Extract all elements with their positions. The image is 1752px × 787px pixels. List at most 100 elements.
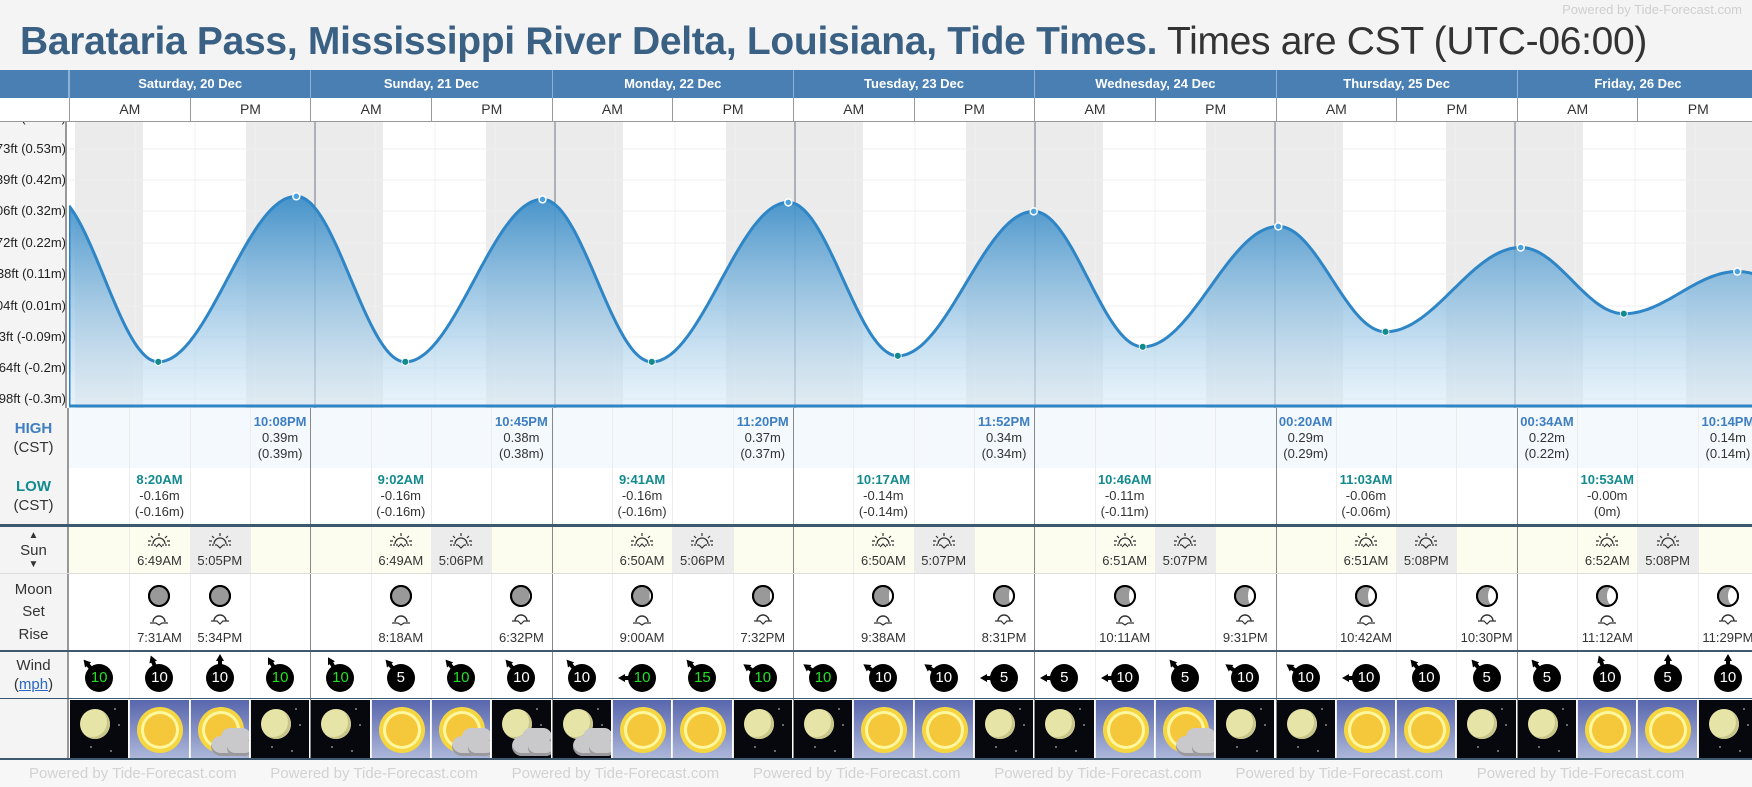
wind-arrow-icon: 5 — [1528, 657, 1562, 693]
mph-unit-link[interactable]: mph — [18, 676, 49, 693]
cell-divider — [370, 408, 372, 468]
wind-speed: 10 — [1412, 664, 1441, 692]
wind-entry: 5 — [1155, 652, 1215, 698]
moonset-icon — [390, 612, 412, 630]
wind-entry: 10 — [853, 652, 913, 698]
moon-event: 5:34PM — [190, 574, 250, 650]
day-header: Wednesday, 24 Dec — [1034, 70, 1275, 98]
footer-watermark: Powered by Tide-Forecast.com — [752, 765, 961, 782]
cell-divider — [732, 652, 734, 698]
wind-arrow-icon: 10 — [264, 655, 295, 693]
low-height: -0.16m — [621, 488, 663, 503]
day-header-row: Saturday, 20 Dec Sunday, 21 Dec Monday, 22… — [0, 70, 1752, 98]
sunset-icon — [1413, 531, 1439, 553]
cell-divider — [129, 408, 131, 468]
low-tide-entry: 11:03AM -0.06m (-0.06m) — [1336, 468, 1396, 524]
wind-speed: 10 — [266, 664, 295, 692]
high-height-alt: (0.22m) — [1524, 446, 1570, 461]
low-tide-entry: 9:41AM -0.16m (-0.16m) — [612, 468, 672, 524]
weather-moon-icon — [1276, 700, 1335, 758]
sunrise-icon — [1594, 531, 1620, 553]
cell-divider — [853, 408, 855, 468]
low-height-alt: (-0.16m) — [617, 504, 667, 519]
sunrise-time: 6:49AM — [137, 553, 182, 568]
cell-divider — [1154, 652, 1156, 698]
low-height: -0.16m — [139, 488, 180, 503]
footer: Powered by Tide-Forecast.com Powered by T… — [0, 760, 1752, 787]
cell-divider — [973, 468, 975, 524]
cell-divider — [1154, 574, 1156, 650]
star — [359, 724, 362, 726]
ampm-label: PM — [1637, 98, 1752, 121]
cell-divider — [189, 468, 191, 524]
cell-divider — [853, 468, 855, 524]
wind-arrow-icon: 5 — [382, 657, 416, 693]
cell-divider — [1396, 652, 1398, 698]
weather-moon-icon — [733, 700, 792, 758]
wind-arrow-icon: 10 — [740, 660, 778, 693]
low-tide-entry: 8:20AM -0.16m (-0.16m) — [129, 468, 189, 524]
day-divider — [310, 468, 312, 524]
high-height-alt: (0.14m) — [1705, 446, 1751, 461]
cell-divider — [1094, 468, 1096, 524]
sunset-time: 5:06PM — [438, 553, 484, 568]
cell-divider — [611, 652, 613, 698]
wind-speed: 5 — [1171, 664, 1199, 692]
star — [1501, 708, 1504, 710]
wind-entry: 10 — [190, 652, 250, 698]
wind-entry: 10 — [491, 652, 551, 698]
high-time: 10:14PM — [1701, 414, 1752, 429]
day-divider — [551, 652, 553, 698]
day-divider — [1275, 527, 1277, 573]
low-tide-entry: 10:17AM -0.14m (-0.14m) — [853, 468, 913, 524]
low-time: 10:46AM — [1097, 472, 1152, 487]
star — [1718, 746, 1721, 748]
wind-entry: 10 — [310, 652, 370, 698]
day-divider — [792, 468, 794, 524]
star — [1565, 724, 1568, 726]
day-divider — [1516, 699, 1518, 758]
star — [1079, 708, 1082, 710]
cell-divider — [732, 468, 734, 524]
cell-divider — [611, 408, 613, 468]
ampm-corner — [0, 98, 69, 121]
star — [596, 708, 599, 710]
moon-event: 9:31PM — [1215, 574, 1275, 650]
star — [1746, 724, 1749, 726]
high-height: 0.14m — [1709, 430, 1746, 445]
wind-speed: 10 — [1110, 664, 1139, 692]
cell-divider — [249, 699, 251, 758]
y-axis-label: 1.06ft (0.32m) — [0, 203, 66, 218]
wind-entry: 5 — [1637, 652, 1697, 698]
star — [118, 724, 120, 726]
weather-sun-icon — [130, 700, 189, 758]
star — [270, 746, 273, 748]
ampm-label: AM — [1516, 98, 1638, 121]
wind-entry: 5 — [974, 652, 1034, 698]
y-axis: 2.07ft (0.63m) 1.73ft (0.53m) 1.39ft (0.42… — [0, 122, 67, 408]
weather-sun-icon — [612, 700, 672, 758]
high-tide-entry: 10:14PM 0.14m (0.14m) — [1698, 408, 1752, 468]
tide-chart-svg — [69, 122, 1752, 408]
sunrise-entry: 6:49AM — [129, 527, 189, 573]
star — [841, 724, 844, 726]
low-tide-point — [1381, 327, 1390, 336]
day-divider — [792, 699, 794, 758]
wind-speed: 10 — [205, 664, 234, 692]
wind-arrow-icon: 5 — [980, 663, 1019, 693]
high-tide-entry: 00:20AM 0.29m (0.29m) — [1276, 408, 1336, 468]
star — [813, 746, 816, 748]
cell-divider — [913, 408, 915, 468]
weather-moon-icon — [1457, 700, 1516, 758]
high-tide-point — [292, 192, 301, 201]
cell-divider — [430, 468, 432, 524]
sunset-icon — [448, 531, 474, 553]
sunrise-icon — [1112, 531, 1138, 553]
cell-divider — [1456, 574, 1458, 650]
sunrise-time: 6:51AM — [1102, 553, 1148, 568]
sun-icon — [1109, 714, 1142, 746]
moon-event: 8:18AM — [371, 574, 431, 650]
cell-divider — [672, 652, 674, 698]
moon-time: 8:18AM — [378, 630, 424, 645]
wind-arrow-icon: 10 — [1407, 657, 1441, 693]
